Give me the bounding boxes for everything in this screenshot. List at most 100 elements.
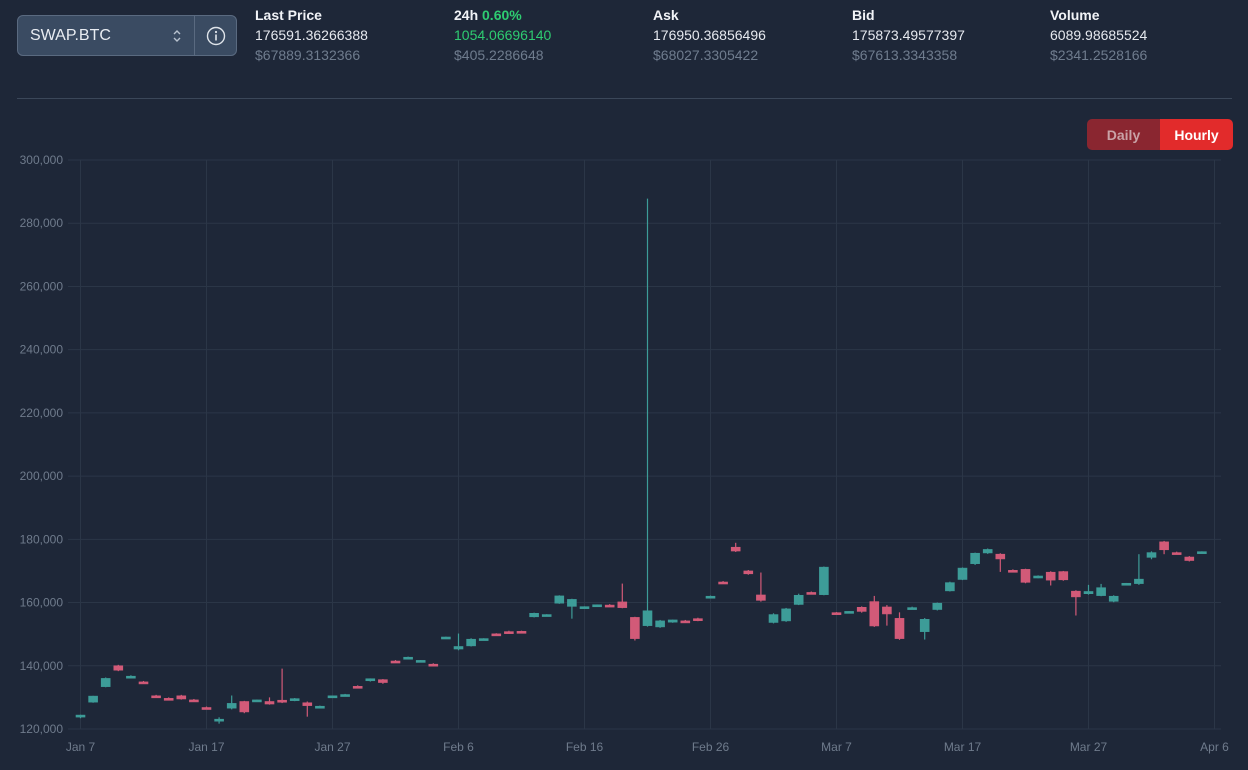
- candle-body: [743, 570, 754, 575]
- candle-body: [806, 592, 817, 595]
- candle-body: [1146, 552, 1157, 558]
- candle-body: [415, 660, 426, 663]
- daily-button[interactable]: Daily: [1087, 119, 1160, 150]
- x-tick-label: Mar 17: [944, 740, 982, 754]
- x-tick-label: Jan 7: [66, 740, 96, 754]
- candle-body: [995, 553, 1006, 560]
- candle-body: [1184, 556, 1195, 561]
- candle-body: [567, 599, 577, 607]
- y-tick-label: 220,000: [20, 406, 64, 420]
- x-tick-label: Mar 27: [1070, 740, 1108, 754]
- header-divider: [17, 98, 1232, 99]
- candle-body: [1020, 569, 1031, 583]
- stat-header: Ask: [653, 7, 679, 23]
- stat-usd: $67889.3132366: [255, 47, 361, 63]
- candle-body: [667, 619, 678, 623]
- candle-body: [730, 546, 741, 552]
- info-button[interactable]: [194, 16, 236, 55]
- candle-body: [718, 581, 728, 585]
- candle-body: [1159, 541, 1169, 551]
- change-percent: 0.60%: [482, 7, 522, 23]
- candle-body: [592, 604, 602, 608]
- y-tick-label: 260,000: [20, 279, 64, 293]
- pair-dropdown[interactable]: SWAP.BTC: [18, 16, 194, 55]
- stat-header-label: 24h: [454, 7, 479, 23]
- stat-last-price: Last Price 176591.36266388 $67889.313236…: [255, 7, 445, 64]
- candle-body: [113, 665, 124, 671]
- candle-body: [151, 695, 161, 699]
- candle-body: [340, 694, 350, 697]
- candle-body: [705, 595, 716, 599]
- stat-value: 176591.36266388: [255, 27, 368, 43]
- interval-toggle[interactable]: Daily Hourly: [1087, 119, 1233, 150]
- x-tick-label: Feb 16: [566, 740, 604, 754]
- candle-body: [529, 613, 539, 618]
- candle-body: [239, 701, 250, 713]
- candle-body: [428, 663, 439, 667]
- stat-header: Last Price: [255, 7, 322, 23]
- x-tick-label: Feb 26: [692, 740, 730, 754]
- stat-ask: Ask 176950.36856496 $68027.3305422: [653, 7, 843, 64]
- hourly-button[interactable]: Hourly: [1160, 119, 1233, 150]
- candle-body: [957, 567, 968, 580]
- candle-body: [945, 582, 955, 592]
- candle-body: [352, 686, 363, 689]
- candle-body: [604, 604, 615, 608]
- candle-body: [75, 714, 86, 718]
- candle-body: [516, 631, 527, 634]
- y-tick-label: 300,000: [20, 153, 64, 167]
- x-tick-label: Feb 6: [443, 740, 474, 754]
- candle-body: [491, 633, 502, 637]
- candle-body: [1033, 575, 1043, 579]
- candle-body: [882, 606, 892, 615]
- candle-body: [390, 660, 401, 664]
- candle-body: [869, 601, 880, 627]
- candle-body: [289, 698, 300, 701]
- candle-body: [189, 699, 199, 703]
- stat-value: 1054.06696140: [454, 27, 552, 43]
- candle-body: [214, 718, 224, 722]
- candle-body: [327, 695, 338, 699]
- candle-body: [856, 606, 867, 612]
- candle-body: [907, 607, 917, 610]
- y-tick-label: 240,000: [20, 343, 64, 357]
- candlestick-chart[interactable]: 120,000 140,000 160,000 180,000 200,000 220,0…: [0, 150, 1248, 770]
- stat-header: Bid: [852, 7, 875, 23]
- candle-body: [1197, 551, 1207, 554]
- candle-body: [982, 549, 993, 554]
- candle-body: [478, 638, 489, 641]
- stat-24h-change: 24h 0.60% 1054.06696140 $405.2286648: [454, 7, 644, 64]
- candle-body: [579, 606, 590, 609]
- stat-usd: $405.2286648: [454, 47, 544, 63]
- stat-value: 176950.36856496: [653, 27, 766, 43]
- candle-body: [655, 620, 665, 628]
- candle-body: [793, 594, 804, 605]
- candle-body: [680, 620, 691, 624]
- candle-body: [1008, 570, 1018, 573]
- candle-body: [365, 678, 376, 682]
- candle-body: [894, 618, 905, 639]
- stat-value: 175873.49577397: [852, 27, 965, 43]
- candle-body: [768, 614, 779, 623]
- candle-body: [1058, 571, 1069, 581]
- candle-body: [970, 552, 980, 564]
- candle-body: [264, 701, 275, 705]
- candle-body: [541, 614, 552, 617]
- candle-body: [126, 675, 136, 679]
- pair-selector[interactable]: SWAP.BTC: [17, 15, 237, 56]
- candle-body: [378, 679, 388, 683]
- chevron-up-down-icon: [173, 30, 181, 42]
- candle-body: [932, 602, 943, 610]
- candle-body: [617, 601, 628, 608]
- candle-body: [630, 617, 640, 639]
- candle-body: [453, 646, 464, 650]
- stat-usd: $2341.2528166: [1050, 47, 1148, 63]
- pair-label: SWAP.BTC: [30, 26, 111, 44]
- stat-value: 6089.98685524: [1050, 27, 1148, 43]
- candle-body: [1134, 578, 1144, 584]
- candle-body: [693, 618, 703, 621]
- candle-body: [1096, 587, 1106, 596]
- candle-body: [1083, 591, 1094, 595]
- candle-body: [819, 566, 829, 595]
- y-tick-label: 120,000: [20, 722, 64, 736]
